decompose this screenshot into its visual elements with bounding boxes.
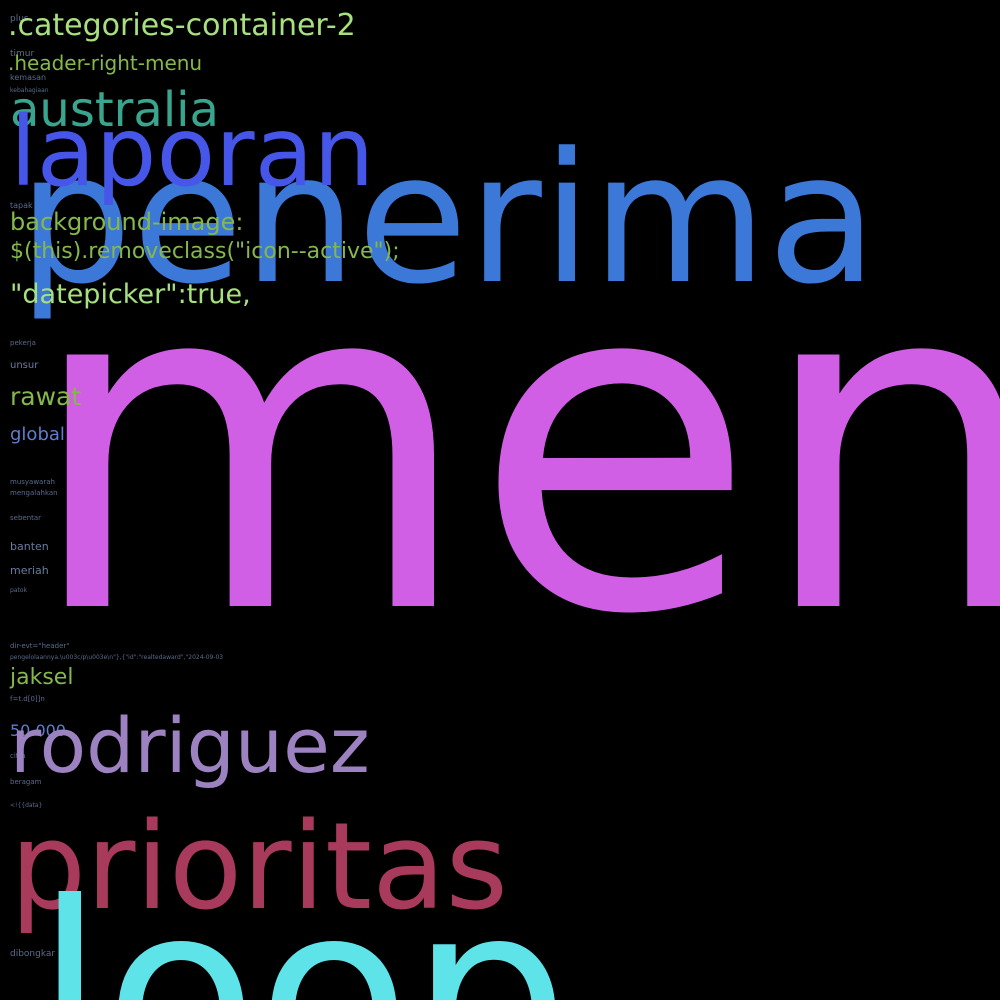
word-rodriguez: rodriguez (10, 701, 370, 790)
word-f-t-d: f=t.d[0]]n (10, 695, 45, 703)
word-removeclass: $(this).removeclass("icon--active"); (10, 239, 400, 264)
word-categories-container-2: .categories-container-2 (8, 8, 356, 43)
word-mengalahkan: mengalahkan (10, 489, 58, 497)
word-pekerja: pekerja (10, 339, 36, 347)
word-prioritas: prioritas (10, 798, 509, 937)
word-beragam: beragam (10, 778, 42, 786)
word-header-right-menu: .header-right-menu (8, 51, 203, 75)
word-sebentar: sebentar (10, 514, 42, 522)
word-rawat: rawat (10, 382, 82, 411)
word-datepicker: "datepicker":true, (10, 279, 251, 310)
word-citra: citra (10, 752, 26, 760)
word-data-template: <!{{data} (10, 802, 43, 809)
word-kebahagiaan: kebahagiaan (10, 87, 49, 94)
word-background-image: background-image: (10, 208, 244, 236)
word-unsur: unsur (10, 360, 39, 371)
word-banten: banten (10, 540, 49, 553)
word-menja: menja (25, 180, 1000, 715)
word-pengelolaannya: pengelolaannya.\u003c/p\u003e\n"},{"id":… (10, 654, 224, 661)
word-loop: loop (35, 849, 570, 1000)
word-penerima: penerima (18, 115, 878, 324)
word-dibongkar: dibongkar (10, 949, 56, 959)
word-tapak: tapak (10, 201, 33, 210)
word-global: global (10, 424, 65, 445)
word-meriah: meriah (10, 564, 49, 577)
word-jaksel: jaksel (10, 665, 74, 690)
word-laporan: laporan (10, 96, 375, 208)
word-patok: patok (10, 587, 27, 594)
word-dir-evt: dir-evt="header" (10, 642, 70, 650)
word-50000: 50.000 (10, 721, 66, 740)
word-plus: plus (10, 14, 29, 24)
word-musyawarah: musyawarah (10, 478, 55, 486)
word-timur: timur (10, 49, 35, 59)
word-australia: australia (10, 82, 219, 138)
word-kemasan: kemasan (10, 73, 47, 82)
